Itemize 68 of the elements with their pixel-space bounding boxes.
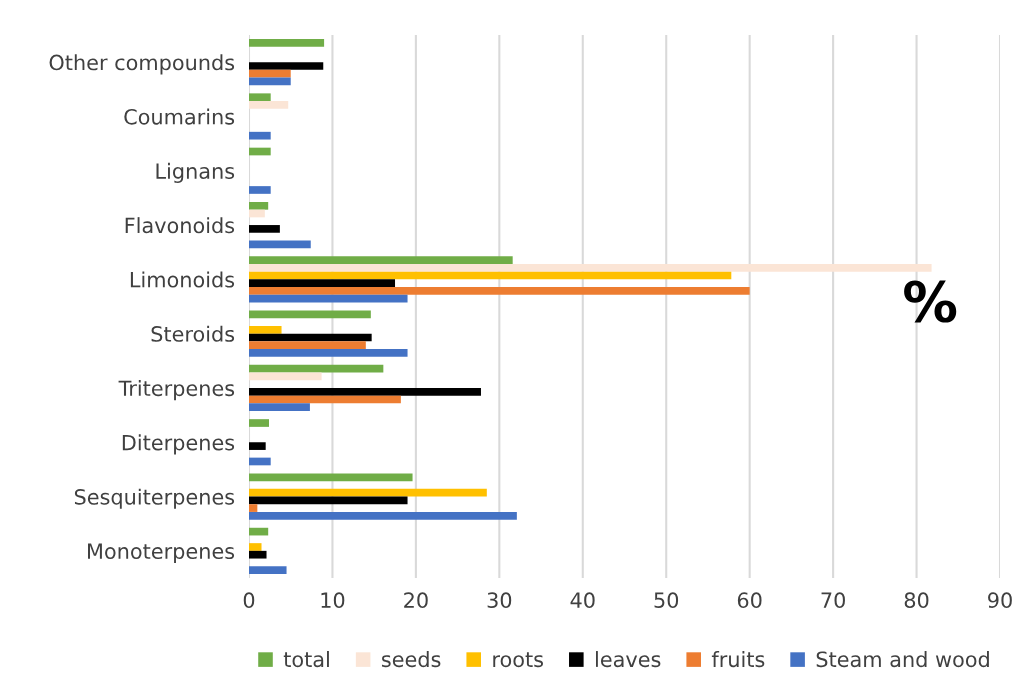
y-tick-label: Lignans	[156, 162, 235, 183]
bar	[249, 442, 266, 450]
bar	[249, 225, 280, 233]
bar	[249, 488, 487, 497]
y-tick-label: Other compounds	[49, 54, 235, 75]
legend-label: fruits	[711, 651, 765, 668]
bar	[249, 263, 932, 272]
bar	[249, 93, 271, 102]
bar	[249, 69, 291, 78]
x-tick-label: 90	[988, 592, 1012, 609]
bar	[249, 395, 401, 404]
x-tick-label: 60	[737, 592, 762, 609]
bar	[249, 387, 481, 396]
y-tick-label: Coumarins	[124, 108, 235, 125]
bar	[249, 364, 384, 373]
x-tick-label: 30	[487, 592, 512, 609]
legend-label: Steam and wood	[816, 651, 989, 668]
bar	[249, 419, 270, 427]
y-tick-label: Flavonoids	[125, 217, 235, 234]
x-tick-label: 40	[570, 592, 595, 609]
y-tick-label: Monoterpenes	[88, 543, 235, 564]
bar	[249, 457, 271, 466]
y-tick-label: Sesquiterpenes	[74, 488, 235, 509]
legend-label: seeds	[381, 651, 441, 668]
bar	[249, 201, 269, 210]
legend-label: leaves	[595, 651, 661, 668]
bar	[249, 403, 310, 412]
bar	[249, 271, 732, 280]
bar	[249, 325, 282, 334]
bar	[249, 147, 271, 156]
bar	[249, 333, 372, 342]
bar	[249, 550, 267, 559]
bar	[249, 527, 269, 536]
bar	[249, 39, 325, 47]
bar	[249, 511, 517, 520]
legend-label: roots	[493, 652, 544, 668]
bar	[249, 543, 262, 551]
x-tick-label: 10	[321, 592, 345, 609]
bar	[249, 131, 271, 140]
bar	[249, 77, 291, 86]
bar	[249, 256, 513, 264]
y-tick-label: Diterpenes	[122, 434, 235, 455]
y-tick-label: Steroids	[151, 325, 235, 342]
legend-label: total	[283, 651, 329, 668]
x-tick-label: 70	[821, 592, 845, 609]
bar	[249, 341, 366, 350]
bar	[249, 566, 287, 574]
y-tick-label: Triterpenes	[118, 380, 235, 401]
bar	[249, 294, 408, 303]
y-tick-label: Limonoids	[130, 271, 235, 288]
bar	[249, 209, 265, 218]
x-tick-label: 0	[243, 592, 255, 609]
bar	[249, 186, 271, 194]
bar	[249, 240, 311, 249]
bar	[249, 349, 408, 357]
bar	[249, 310, 371, 319]
x-tick-label: 20	[404, 592, 428, 609]
bar	[249, 62, 324, 70]
x-tick-label: 50	[654, 592, 679, 609]
bar	[249, 279, 396, 288]
bar	[249, 496, 408, 505]
bar	[249, 504, 258, 512]
annotation: %	[904, 280, 957, 323]
bar	[249, 473, 413, 482]
bar	[249, 287, 750, 295]
bar	[249, 101, 289, 109]
bar	[249, 372, 322, 381]
x-tick-label: 80	[904, 592, 929, 609]
